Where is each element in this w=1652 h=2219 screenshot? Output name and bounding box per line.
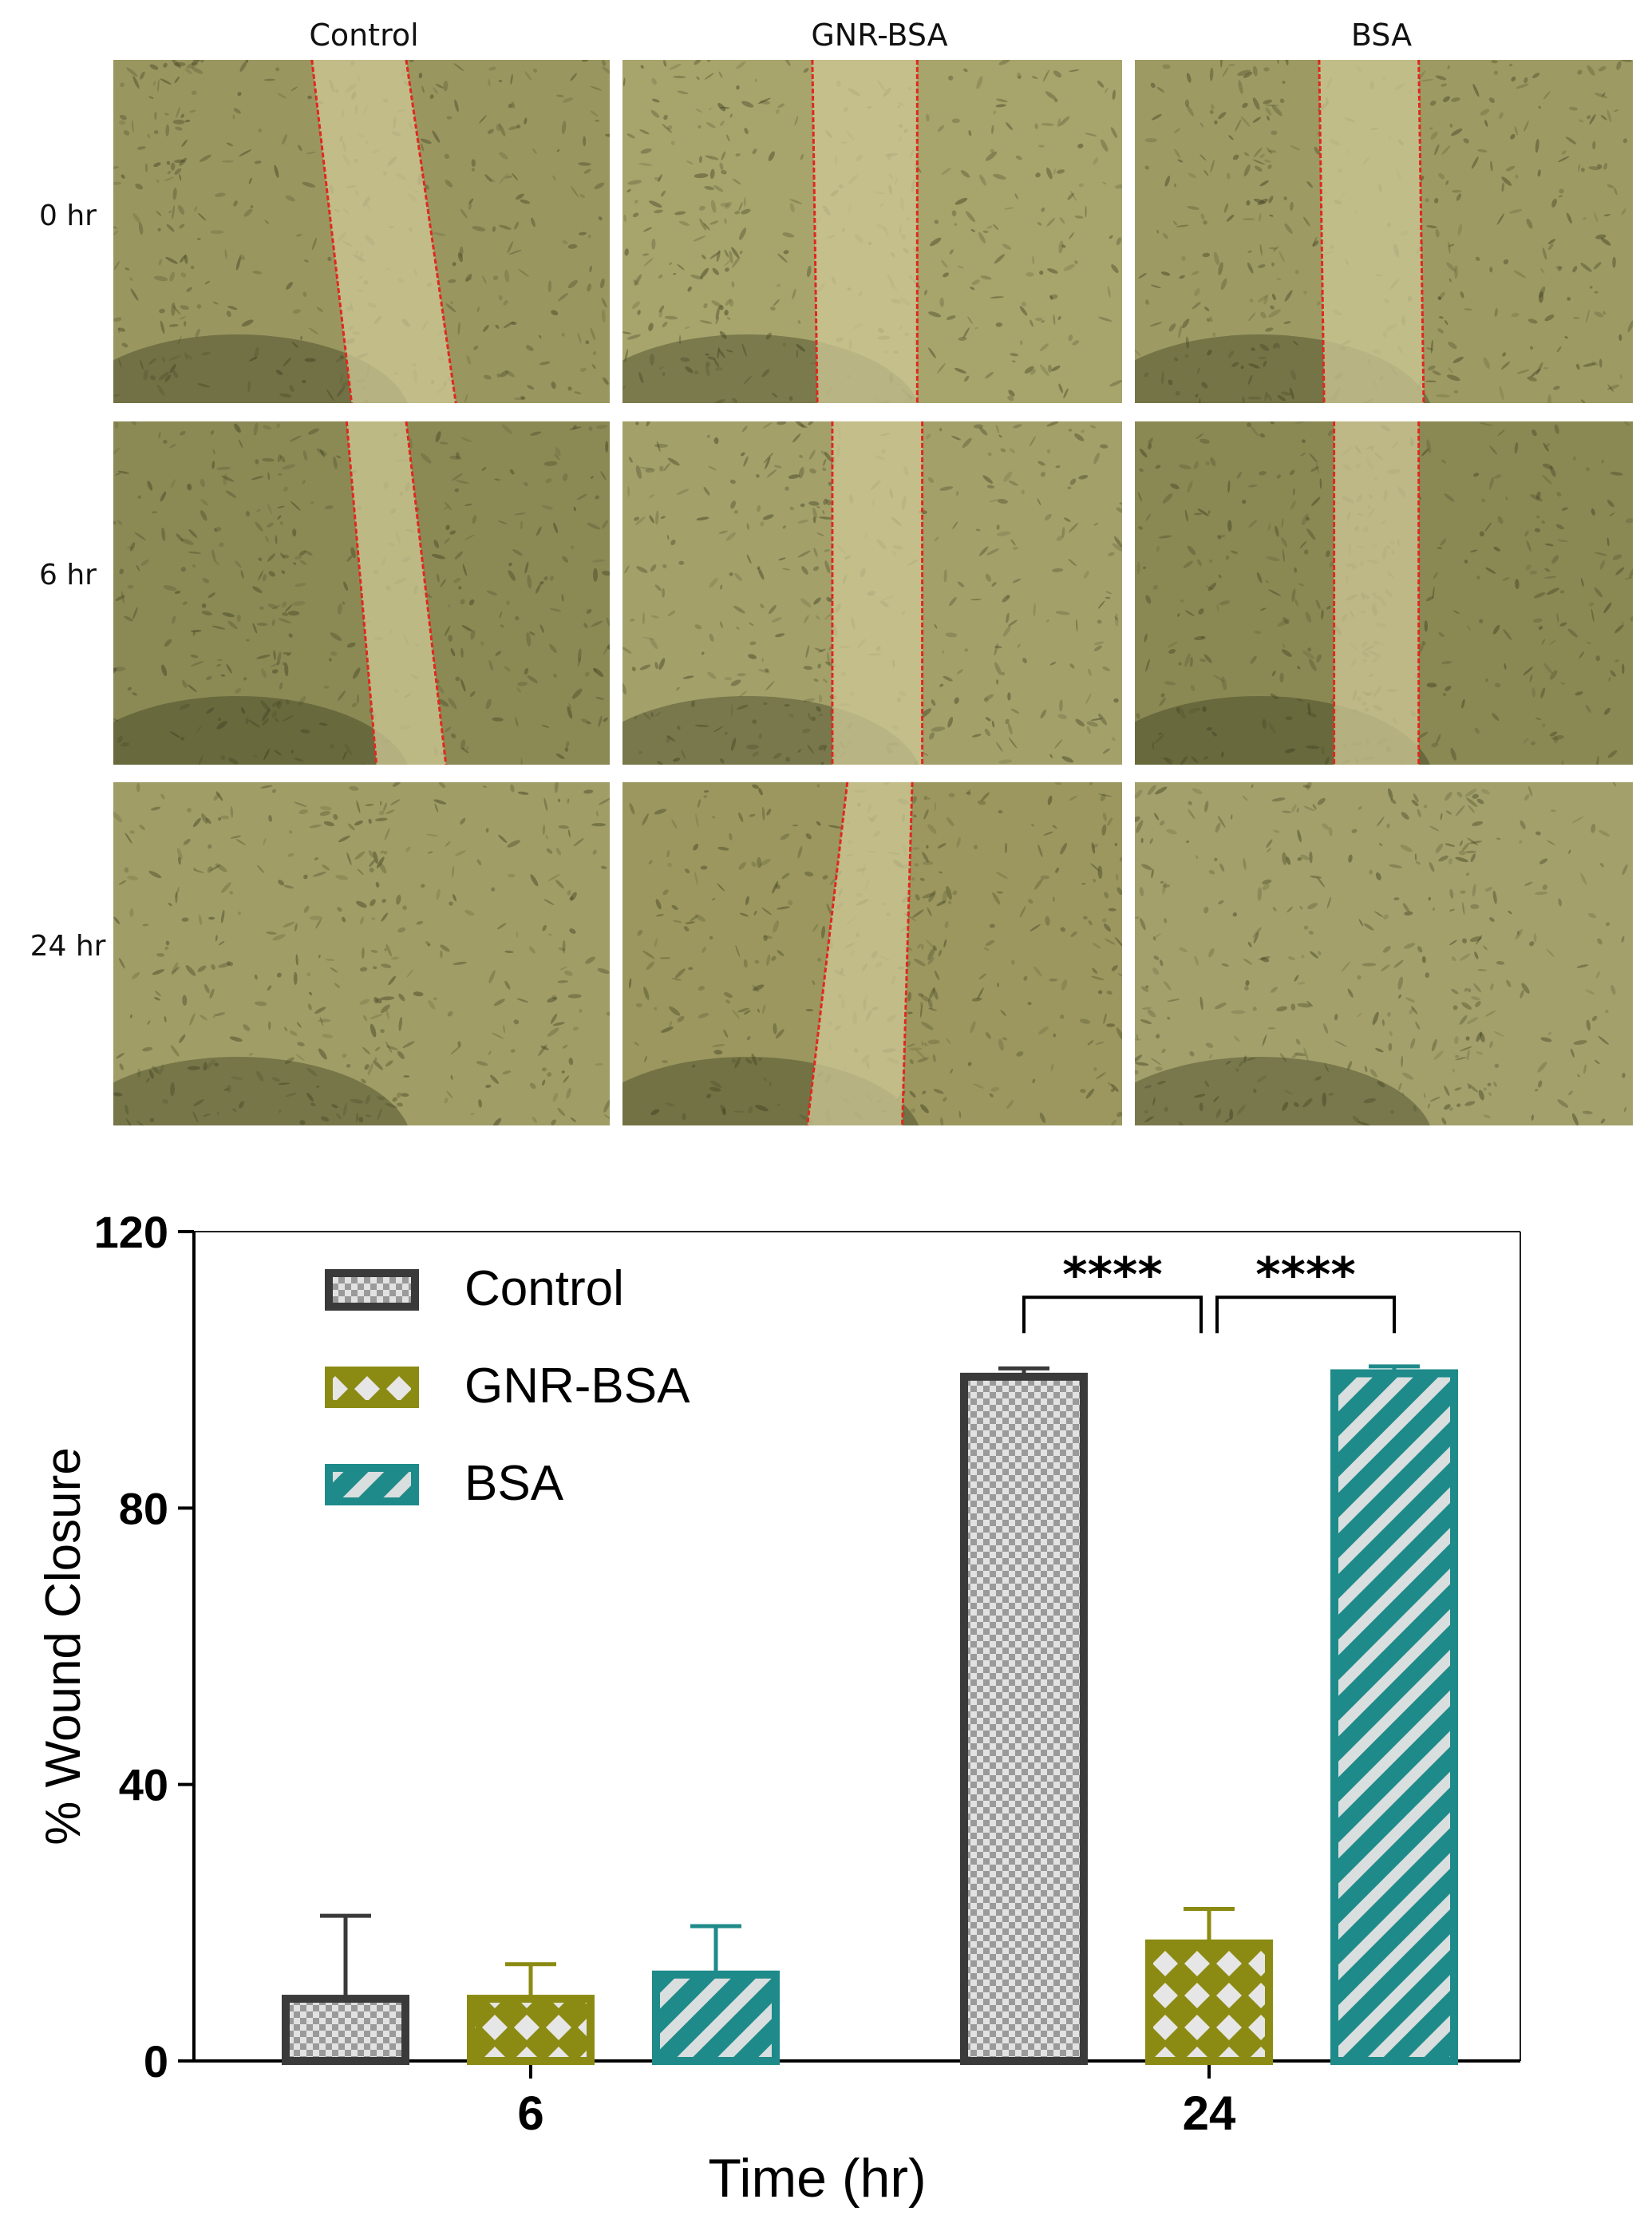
micrograph-1-2: [1135, 421, 1633, 765]
chart-svg: 0 40 80 120 % Wound Closure 6 24 Time (hr) **** *…: [36, 1207, 1521, 2209]
legend-label-gnr-bsa: GNR-BSA: [464, 1359, 690, 1414]
significance-label: ****: [1062, 1247, 1163, 1303]
significance-bracket: [1022, 1295, 1203, 1334]
bar-bsa-24: [1330, 1369, 1458, 2065]
bar-bsa-6: [652, 1970, 780, 2066]
legend-label-control: Control: [464, 1261, 624, 1316]
micrograph-1-0: [113, 421, 610, 765]
y-axis-title: % Wound Closure: [36, 1447, 91, 1845]
wound-edge-line: [806, 782, 849, 1125]
wound-edge-line: [405, 60, 457, 403]
bar-control-6: [282, 1995, 409, 2065]
row-label-0hr: 0 hr: [39, 200, 97, 232]
y-tick-label: 120: [94, 1207, 168, 1257]
micrograph-0-2: [1135, 60, 1633, 403]
x-tick-label: 24: [1183, 2086, 1236, 2140]
legend-swatch-gnr-bsa: [325, 1367, 419, 1408]
row-label-6hr: 6 hr: [39, 559, 97, 591]
legend-label-bsa: BSA: [464, 1456, 564, 1511]
micrograph-0-0: [113, 60, 610, 403]
micrograph-2-0: [113, 782, 610, 1125]
micrograph-2-1: [622, 782, 1122, 1125]
wound-closure-chart: 0 40 80 120 % Wound Closure 6 24 Time (hr) **** *…: [0, 1149, 1652, 2215]
column-label-bsa: BSA: [1350, 18, 1413, 53]
bar-gnr-bsa-6: [467, 1995, 595, 2065]
significance-bracket: [1215, 1295, 1396, 1334]
micrograph-2-2: [1135, 782, 1633, 1125]
legend-swatch-bsa: [325, 1464, 419, 1505]
significance-label: ****: [1255, 1247, 1356, 1303]
micrograph-0-1: [622, 60, 1122, 403]
wound-edge-line: [405, 421, 448, 765]
micrograph-1-1: [622, 421, 1122, 765]
row-label-24hr: 24 hr: [30, 930, 106, 963]
bar-gnr-bsa-24: [1145, 1939, 1273, 2066]
bar-control-24: [960, 1372, 1088, 2065]
legend-swatch-control: [325, 1269, 419, 1311]
wound-edge-line: [310, 60, 354, 403]
x-axis-title: Time (hr): [708, 2148, 926, 2209]
column-label-control: Control: [309, 18, 419, 53]
column-label-gnr-bsa: GNR-BSA: [811, 18, 948, 53]
x-tick-label: 6: [517, 2086, 543, 2140]
y-tick-label: 0: [144, 2036, 168, 2086]
y-tick-label: 40: [119, 1760, 168, 1810]
y-tick-label: 80: [119, 1483, 168, 1533]
